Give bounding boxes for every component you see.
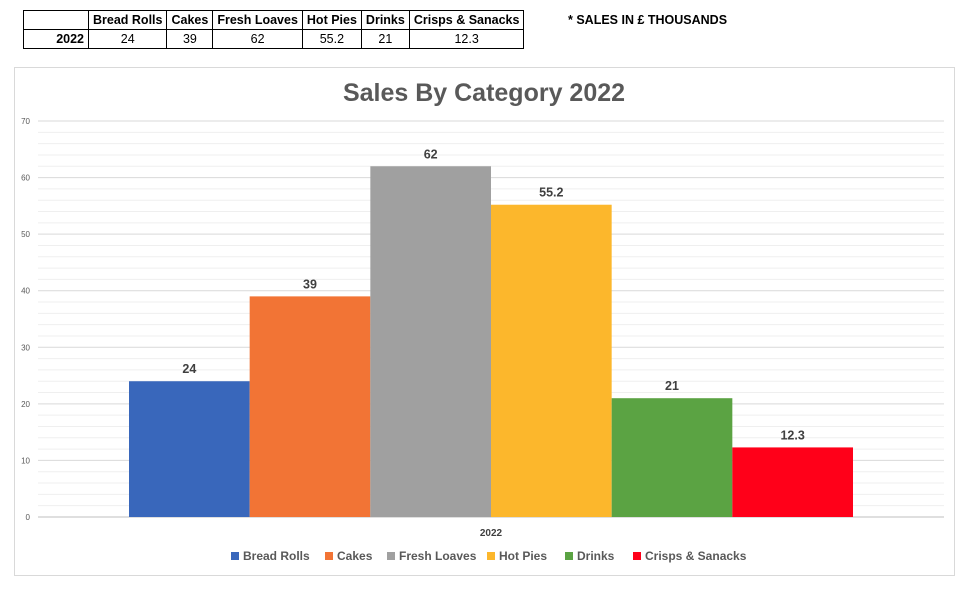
bar [249, 296, 371, 517]
data-label: 55.2 [539, 186, 563, 200]
y-tick-label: 40 [21, 287, 30, 296]
y-tick-label: 10 [21, 456, 30, 465]
bar [611, 398, 733, 517]
data-label: 12.3 [780, 428, 804, 442]
data-label: 24 [182, 362, 196, 376]
legend-swatch [231, 552, 239, 560]
bar [129, 381, 250, 517]
table-header-cell: Crisps & Sanacks [408, 10, 525, 30]
bar [370, 166, 491, 517]
legend-label: Crisps & Sanacks [645, 549, 747, 563]
data-label: 62 [424, 147, 438, 161]
y-tick-label: 50 [21, 230, 30, 239]
legend-label: Bread Rolls [243, 549, 310, 563]
x-tick-label: 2022 [480, 528, 503, 539]
bar [491, 204, 612, 517]
legend-swatch [325, 552, 333, 560]
table-header-cell: Bread Rolls [87, 10, 168, 30]
legend-label: Hot Pies [499, 549, 547, 563]
legend-label: Drinks [577, 549, 615, 563]
units-note: * SALES IN £ THOUSANDS [568, 13, 728, 27]
y-tick-label: 0 [26, 513, 31, 522]
table-row-label: 2022 [23, 29, 89, 49]
y-tick-label: 20 [21, 400, 30, 409]
legend-label: Cakes [337, 549, 373, 563]
y-tick-label: 60 [21, 174, 30, 183]
table-cell: 24 [87, 29, 168, 49]
table-row: 2022 24 39 62 55.2 21 12.3 [23, 29, 525, 49]
chart-title: Sales By Category 2022 [343, 79, 625, 107]
bar [732, 447, 853, 517]
legend-swatch [387, 552, 395, 560]
sales-table: Bread Rolls Cakes Fresh Loaves Hot Pies … [23, 10, 525, 49]
legend-swatch [487, 552, 495, 560]
legend-swatch [633, 552, 641, 560]
table-header-cell: Hot Pies [301, 10, 362, 30]
data-label: 39 [303, 277, 317, 291]
y-tick-label: 70 [21, 117, 30, 126]
legend-label: Fresh Loaves [399, 549, 477, 563]
table-header-cell: Drinks [360, 10, 410, 30]
y-tick-label: 30 [21, 343, 30, 352]
legend-swatch [565, 552, 573, 560]
table-cell: 12.3 [408, 29, 525, 49]
table-cell: 62 [212, 29, 303, 49]
table-cell: 39 [166, 29, 214, 49]
data-label: 21 [665, 379, 679, 393]
table-cell: 55.2 [301, 29, 362, 49]
table-header-row: Bread Rolls Cakes Fresh Loaves Hot Pies … [23, 10, 525, 30]
table-cell: 21 [360, 29, 410, 49]
